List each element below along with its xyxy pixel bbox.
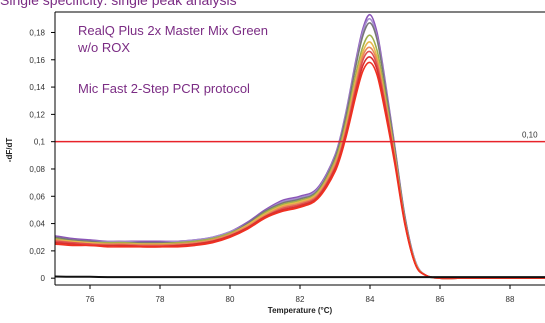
y-ticks: 0 0,02 0,04 0,06 0,08 0,1 0,12 0,14 0,16 0,18 xyxy=(29,28,55,283)
annotation-line-3: Mic Fast 2-Step PCR protocol xyxy=(78,81,250,96)
y-tick-label: 0,1 xyxy=(34,138,46,147)
plot-area xyxy=(55,12,545,285)
y-tick-label: 0,04 xyxy=(29,220,45,229)
x-tick-label: 82 xyxy=(296,295,305,304)
y-tick-label: 0,02 xyxy=(29,247,45,256)
x-ticks: 76 78 80 82 84 86 88 xyxy=(86,285,515,304)
melt-curve-series-10 xyxy=(54,275,545,279)
y-tick-label: 0,14 xyxy=(29,83,45,92)
x-tick-label: 78 xyxy=(156,295,165,304)
series-layer xyxy=(54,13,545,280)
y-tick-label: 0,12 xyxy=(29,110,45,119)
x-tick-label: 88 xyxy=(506,295,515,304)
x-tick-label: 86 xyxy=(436,295,445,304)
header-cut-text: Single specificity: single peak analysis xyxy=(0,0,237,8)
y-tick-label: 0 xyxy=(41,274,46,283)
y-tick-label: 0,08 xyxy=(29,165,45,174)
annotation-line-1: RealQ Plus 2x Master Mix Green xyxy=(78,23,268,38)
threshold-label: 0,10 xyxy=(522,131,538,140)
x-tick-label: 76 xyxy=(86,295,95,304)
x-axis-title: Temperature (°C) xyxy=(268,306,333,315)
x-tick-label: 84 xyxy=(366,295,375,304)
y-tick-label: 0,16 xyxy=(29,56,45,65)
header-cut-text-strip: Single specificity: single peak analysis xyxy=(0,0,545,11)
x-tick-label: 80 xyxy=(226,295,235,304)
y-axis-title: -dF/dT xyxy=(5,138,14,163)
melt-curve-series-9 xyxy=(54,61,545,280)
annotation-line-2: w/o ROX xyxy=(77,40,130,55)
y-tick-label: 0,18 xyxy=(29,28,45,37)
y-tick-label: 0,06 xyxy=(29,192,45,201)
